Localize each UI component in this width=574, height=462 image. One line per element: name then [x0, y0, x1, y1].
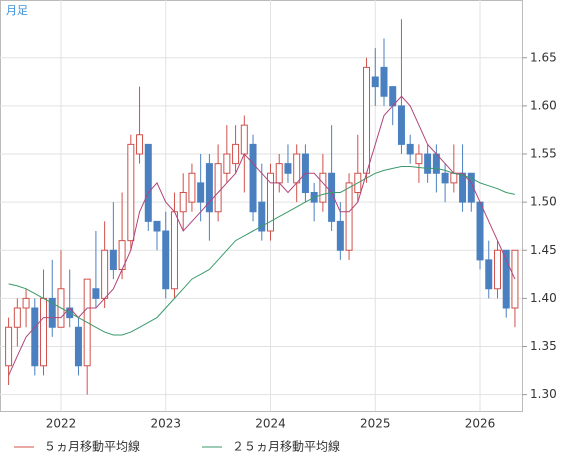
y-tick-label: 1.40	[530, 291, 557, 305]
candle-body	[371, 76, 379, 88]
moving-average-line	[8, 95, 516, 376]
candle-body	[345, 182, 353, 251]
y-tick-label: 1.55	[530, 147, 557, 161]
candle-body	[31, 307, 39, 367]
candle-body	[284, 163, 292, 174]
candle-body	[74, 326, 82, 367]
candle-body	[127, 143, 135, 242]
candle-body	[476, 201, 484, 261]
candle-body	[502, 249, 510, 309]
candle-body	[136, 134, 144, 155]
candle-body	[188, 172, 196, 203]
candle-body	[13, 307, 21, 328]
x-tick-label: 2025	[360, 417, 391, 431]
x-tick-label: 2026	[465, 417, 496, 431]
x-tick-label: 2023	[150, 417, 181, 431]
candle-body	[275, 163, 283, 184]
candle-body	[397, 105, 405, 145]
candle-body	[170, 211, 178, 290]
candle-body	[293, 153, 301, 184]
candle-body	[336, 220, 344, 251]
candle-body	[109, 249, 117, 271]
y-tick-label: 1.30	[530, 387, 557, 401]
candle-body	[328, 172, 336, 222]
candle-body	[48, 297, 56, 328]
y-tick-label: 1.60	[530, 98, 557, 112]
candle-body	[179, 192, 187, 213]
x-tick-label: 2024	[255, 417, 286, 431]
candle-body	[144, 143, 152, 222]
candle-body	[162, 230, 170, 290]
candle-body	[450, 172, 458, 184]
candle-body	[424, 153, 432, 174]
candle-body	[511, 249, 519, 309]
candle-body	[319, 172, 327, 203]
candle-body	[232, 143, 240, 165]
candle-body	[485, 259, 493, 290]
candle-body	[205, 163, 213, 213]
y-tick-label: 1.65	[530, 50, 557, 64]
candle-body	[267, 172, 274, 232]
candle-body	[223, 153, 231, 174]
legend-label: ５ヵ月移動平均線	[44, 439, 140, 454]
candle-body	[92, 288, 100, 299]
candle-body	[240, 124, 248, 155]
candle-body	[214, 163, 222, 213]
candle-body	[441, 172, 449, 184]
candle-body	[40, 297, 48, 367]
candle-body	[406, 143, 414, 155]
moving-average-line	[8, 166, 516, 336]
candle-body	[493, 249, 501, 290]
x-tick-label: 2022	[46, 417, 77, 431]
candle-body	[197, 182, 205, 203]
candle-body	[101, 249, 109, 299]
legend-label: ２５ヵ月移動平均線	[232, 439, 340, 454]
candle-body	[459, 172, 467, 203]
candle-body	[5, 326, 13, 367]
candle-body	[258, 201, 266, 232]
candle-body	[415, 153, 423, 165]
candle-body	[249, 143, 257, 213]
chart-title: 月足	[6, 4, 28, 17]
candle-body	[363, 66, 371, 174]
y-tick-label: 1.50	[530, 195, 557, 209]
candle-body	[153, 220, 161, 232]
candle-body	[22, 297, 30, 309]
y-tick-label: 1.45	[530, 243, 557, 257]
candle-body	[380, 66, 388, 97]
candle-body	[467, 172, 475, 203]
y-tick-label: 1.35	[530, 339, 557, 353]
